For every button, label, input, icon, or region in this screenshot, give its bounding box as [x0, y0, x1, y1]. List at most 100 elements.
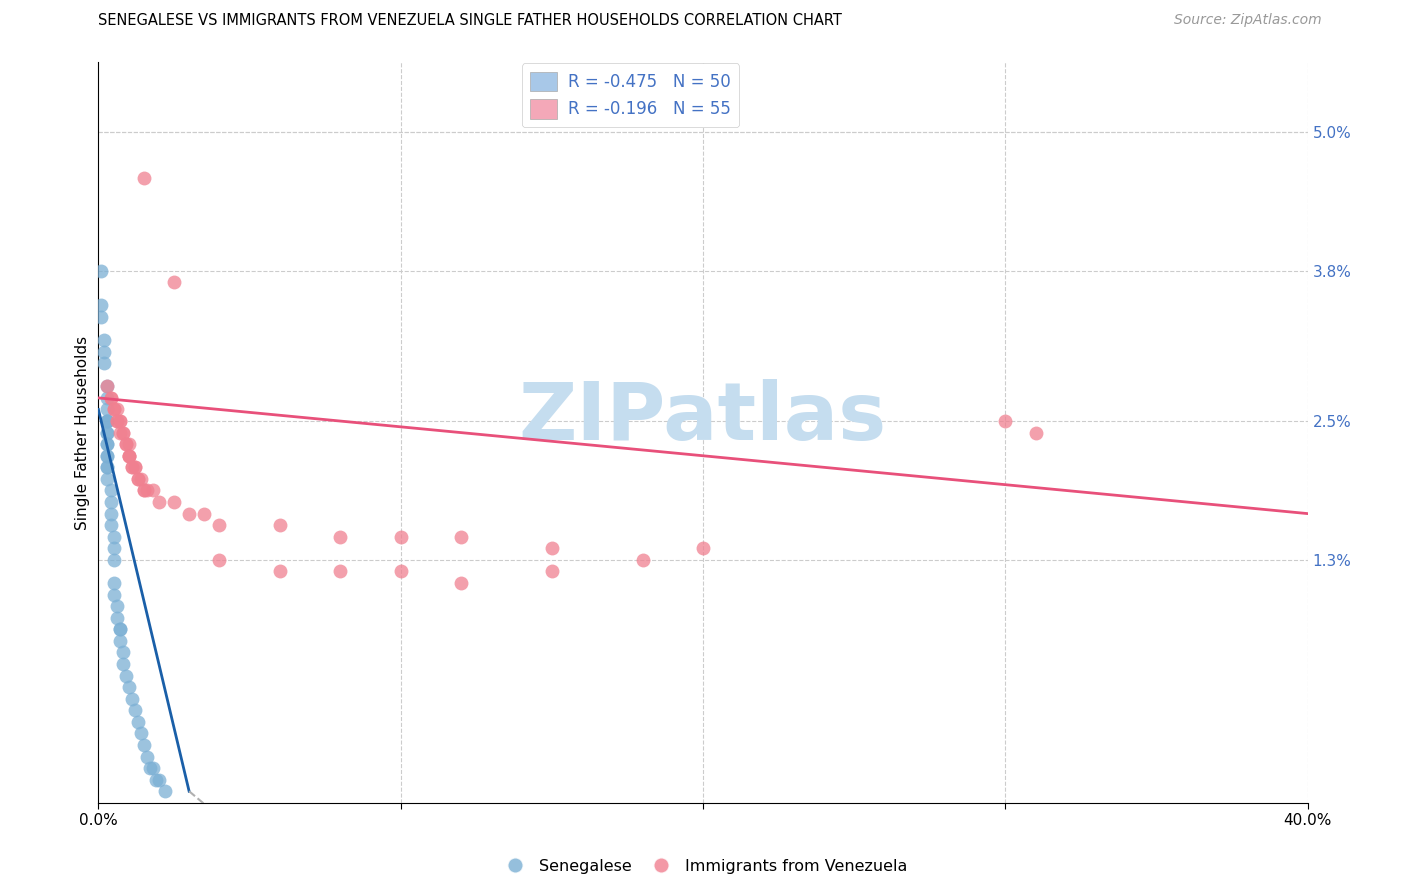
- Point: [135, 483, 157, 498]
- Point: [96, 379, 118, 393]
- Point: [193, 507, 215, 521]
- Point: [994, 414, 1017, 428]
- Point: [90, 298, 112, 312]
- Point: [103, 553, 125, 567]
- Point: [450, 530, 472, 544]
- Y-axis label: Single Father Households: Single Father Households: [75, 335, 90, 530]
- Point: [118, 449, 141, 463]
- Point: [103, 541, 125, 556]
- Point: [96, 460, 118, 475]
- Point: [108, 425, 131, 440]
- Point: [111, 645, 134, 659]
- Point: [132, 483, 155, 498]
- Point: [105, 402, 128, 417]
- Point: [105, 414, 128, 428]
- Point: [93, 344, 115, 359]
- Point: [121, 691, 143, 706]
- Point: [540, 565, 562, 579]
- Point: [96, 437, 118, 451]
- Point: [329, 565, 352, 579]
- Point: [108, 633, 131, 648]
- Point: [132, 738, 155, 752]
- Point: [148, 495, 170, 509]
- Point: [90, 310, 112, 324]
- Point: [132, 483, 155, 498]
- Point: [129, 726, 152, 740]
- Point: [90, 263, 112, 277]
- Point: [179, 507, 201, 521]
- Point: [124, 460, 146, 475]
- Point: [108, 622, 131, 636]
- Point: [163, 495, 186, 509]
- Point: [153, 784, 176, 798]
- Point: [96, 402, 118, 417]
- Point: [450, 576, 472, 591]
- Point: [93, 356, 115, 370]
- Point: [329, 530, 352, 544]
- Point: [114, 437, 136, 451]
- Point: [118, 680, 141, 694]
- Point: [105, 414, 128, 428]
- Point: [96, 460, 118, 475]
- Point: [96, 425, 118, 440]
- Text: Source: ZipAtlas.com: Source: ZipAtlas.com: [1174, 13, 1322, 28]
- Point: [132, 171, 155, 186]
- Point: [96, 391, 118, 405]
- Point: [111, 425, 134, 440]
- Point: [105, 599, 128, 614]
- Point: [127, 472, 149, 486]
- Point: [108, 622, 131, 636]
- Point: [135, 749, 157, 764]
- Point: [692, 541, 714, 556]
- Point: [96, 425, 118, 440]
- Point: [96, 437, 118, 451]
- Point: [208, 553, 231, 567]
- Point: [103, 588, 125, 602]
- Point: [96, 449, 118, 463]
- Point: [111, 425, 134, 440]
- Point: [121, 460, 143, 475]
- Point: [100, 391, 122, 405]
- Legend: Senegalese, Immigrants from Venezuela: Senegalese, Immigrants from Venezuela: [492, 852, 914, 880]
- Point: [103, 402, 125, 417]
- Point: [145, 772, 167, 787]
- Point: [105, 611, 128, 625]
- Point: [103, 530, 125, 544]
- Point: [100, 518, 122, 533]
- Point: [269, 518, 291, 533]
- Point: [108, 414, 131, 428]
- Point: [118, 449, 141, 463]
- Point: [389, 530, 412, 544]
- Point: [93, 333, 115, 347]
- Point: [100, 391, 122, 405]
- Point: [96, 414, 118, 428]
- Point: [148, 772, 170, 787]
- Point: [100, 495, 122, 509]
- Point: [269, 565, 291, 579]
- Point: [103, 402, 125, 417]
- Point: [96, 449, 118, 463]
- Text: SENEGALESE VS IMMIGRANTS FROM VENEZUELA SINGLE FATHER HOUSEHOLDS CORRELATION CHA: SENEGALESE VS IMMIGRANTS FROM VENEZUELA …: [98, 13, 842, 29]
- Point: [111, 657, 134, 671]
- Point: [124, 703, 146, 717]
- Point: [100, 507, 122, 521]
- Point: [127, 714, 149, 729]
- Point: [389, 565, 412, 579]
- Point: [114, 668, 136, 682]
- Point: [114, 437, 136, 451]
- Point: [103, 576, 125, 591]
- Point: [163, 275, 186, 289]
- Point: [208, 518, 231, 533]
- Point: [129, 472, 152, 486]
- Point: [139, 761, 162, 775]
- Point: [118, 437, 141, 451]
- Point: [127, 472, 149, 486]
- Point: [96, 472, 118, 486]
- Point: [96, 414, 118, 428]
- Point: [121, 460, 143, 475]
- Point: [631, 553, 654, 567]
- Point: [118, 449, 141, 463]
- Point: [124, 460, 146, 475]
- Point: [100, 483, 122, 498]
- Point: [1024, 425, 1046, 440]
